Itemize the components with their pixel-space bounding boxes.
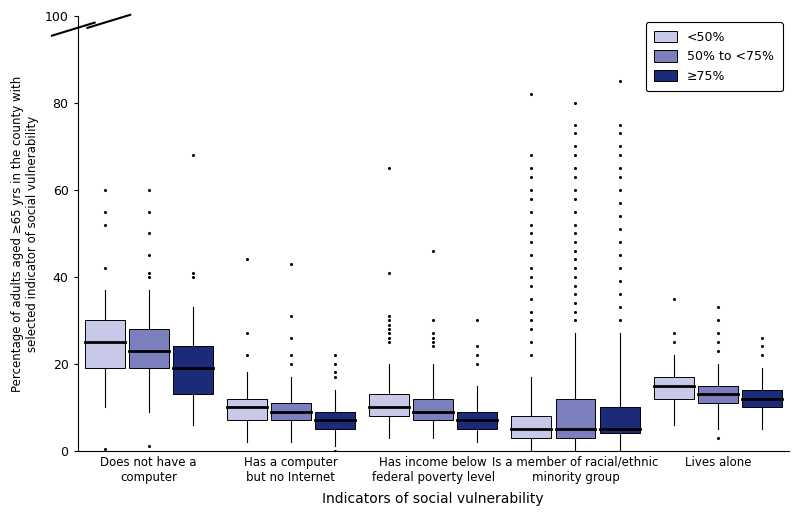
Bar (129, 329, 169, 368)
Bar (315, 412, 355, 429)
Bar (85, 321, 125, 368)
Bar (370, 394, 409, 416)
Bar (698, 386, 738, 403)
Bar (600, 407, 639, 433)
Bar (173, 346, 213, 394)
Bar (227, 399, 266, 420)
Y-axis label: Percentage of adults aged ≥65 yrs in the county with
selected indicator of socia: Percentage of adults aged ≥65 yrs in the… (11, 75, 39, 391)
Legend: <50%, 50% to <75%, ≥75%: <50%, 50% to <75%, ≥75% (646, 22, 782, 92)
Bar (458, 412, 498, 429)
Bar (414, 399, 453, 420)
Bar (742, 390, 782, 407)
X-axis label: Indicators of social vulnerability: Indicators of social vulnerability (322, 492, 544, 506)
Bar (555, 399, 595, 438)
Bar (654, 377, 694, 399)
Bar (511, 416, 551, 438)
Bar (271, 403, 311, 420)
